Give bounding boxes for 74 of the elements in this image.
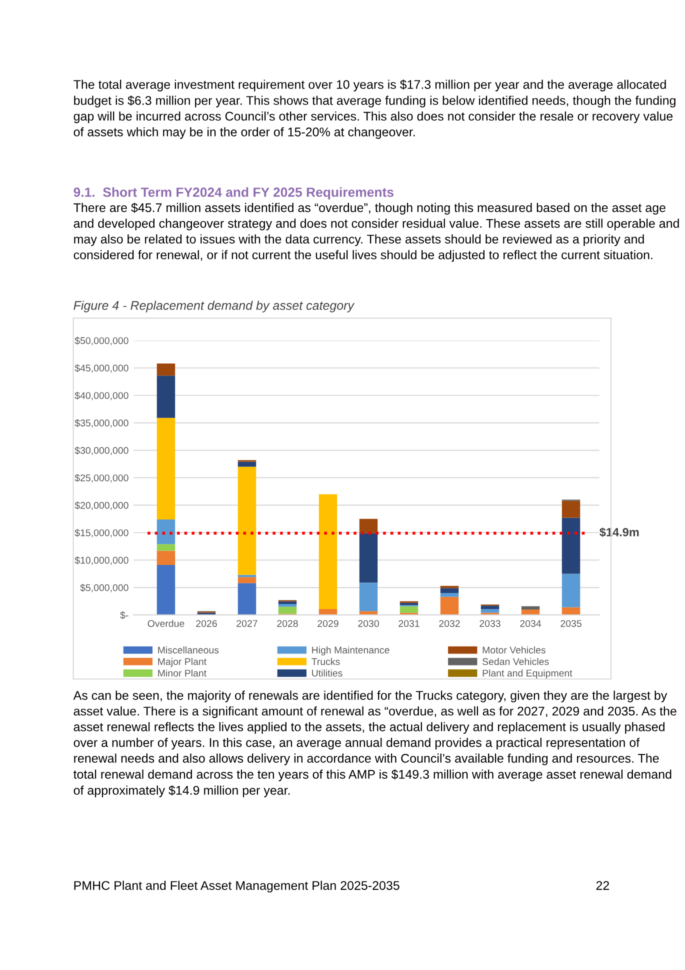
legend-label: Major Plant (158, 658, 206, 667)
y-tick-label: $25,000,000 (74, 474, 128, 482)
x-tick-label: 2031 (398, 620, 420, 627)
legend-label: Motor Vehicles (482, 646, 546, 654)
x-tick-label: 2028 (277, 620, 298, 627)
bar (278, 606, 297, 614)
text: As can be seen, the majority of renewals are identified for the Trucks category, given they are the largest by asset value. There is a significant amount of renewal as “overdue, as well as for 2027, 2029 and 2035. As the asset renewal reflects the lives applied to the assets, the actual delivery and replacement is usually phased over a number of years. In this case, an average annual demand provides a practical representation of renewal needs and also allows delivery in accordance with Council’s available funding and resources. The total renewal demand across the ten years of this AMP is $149.3 million with average asset renewal demand of approximately $14.9 million per year. (73, 690, 676, 798)
x-tick-label: 2030 (358, 620, 379, 627)
bar (156, 376, 176, 418)
x-tick-label: 2032 (439, 620, 460, 627)
bar (278, 604, 297, 607)
legend-label: Utilities (312, 669, 342, 677)
bar (400, 606, 418, 613)
bar (278, 601, 297, 604)
bar (156, 544, 176, 551)
bar (521, 609, 540, 615)
y-tick-label: $45,000,000 (74, 364, 128, 373)
bar (400, 602, 418, 606)
bar (480, 608, 500, 613)
bar (440, 588, 459, 594)
legend-label: Plant and Equipment (482, 669, 572, 679)
y-tick-label: $40,000,000 (74, 392, 128, 400)
bar (238, 574, 256, 578)
y-tick-label: $- (120, 611, 128, 620)
y-tick-label: $30,000,000 (74, 446, 128, 456)
y-tick-label: $50,000,000 (74, 336, 128, 346)
text: PMHC Plant and Fleet Asset Management Plan 2025-2035 (74, 880, 400, 892)
bar (440, 596, 459, 615)
text: 22 (596, 881, 610, 890)
legend-label: Minor Plant (158, 669, 206, 677)
y-tick-label: $35,000,000 (74, 419, 128, 428)
bar (359, 518, 378, 534)
bar (318, 608, 338, 615)
x-tick-label: 2034 (520, 620, 542, 627)
y-tick-label: $15,000,000 (74, 528, 128, 538)
bar (156, 519, 176, 544)
bar (238, 466, 256, 575)
bar (156, 550, 176, 566)
legend-label: Miscellaneous (158, 646, 219, 654)
bar (318, 494, 338, 609)
bar (156, 565, 176, 615)
x-tick-label: Overdue (148, 620, 184, 627)
text: 9.1. Short Term FY2024 and FY 2025 Requirements (74, 187, 394, 200)
bar (156, 418, 176, 520)
bar (238, 577, 256, 584)
bar (440, 586, 459, 588)
legend-label: High Maintenance (312, 646, 390, 656)
legend-label: Sedan Vehicles (482, 658, 549, 666)
x-tick-label: 2033 (480, 620, 500, 627)
y-tick-label: $10,000,000 (74, 556, 128, 565)
bar (562, 500, 580, 518)
bar (521, 606, 540, 610)
text: There are $45.7 million assets identified as “overdue”, though noting this measured based on the asset age and developed changeover strategy and does not consider residual value. These assets are still operable and may also be related to issues with the data currency. These assets should be reviewed as a priority and considered for renewal, or if not current the useful lives should be adjusted to reflect the current situation. (74, 202, 679, 262)
bar (562, 574, 580, 608)
bar (480, 606, 500, 609)
bar (359, 611, 378, 615)
y-tick-label: $5,000,000 (80, 584, 128, 592)
text: The total average investment requirement over 10 years is $17.3 million per year and the average allocated budget is $6.3 million per year. This shows that average funding is below identified needs, though the funding gap will be incurred across Council’s other services. This also does not consider the resale or recovery value of assets which may be in the order of 15-20% at changeover. (74, 80, 676, 139)
bar (562, 607, 580, 615)
x-tick-label: 2026 (196, 620, 217, 627)
x-tick-label: 2027 (236, 620, 258, 627)
bar (238, 583, 256, 615)
ref-line-label: $14.9m (600, 527, 639, 538)
bar (359, 582, 378, 612)
x-tick-label: 2029 (318, 620, 338, 627)
x-tick-label: 2035 (560, 620, 582, 627)
bar (359, 533, 378, 583)
y-tick-label: $20,000,000 (74, 502, 128, 510)
legend-label: Trucks (312, 658, 340, 666)
bar (238, 462, 256, 467)
bar (156, 364, 176, 376)
bar (440, 593, 459, 597)
bar (562, 518, 580, 574)
chart-title: Figure 4 - Replacement demand by asset category (74, 300, 355, 312)
